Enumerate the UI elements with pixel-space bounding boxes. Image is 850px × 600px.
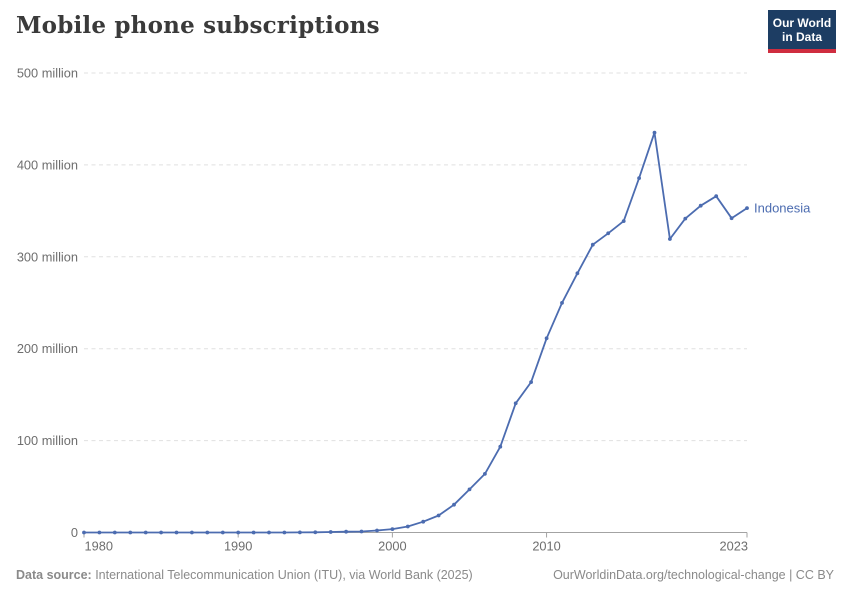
- data-point: [251, 530, 256, 535]
- data-point: [498, 444, 503, 449]
- data-point: [112, 530, 117, 535]
- data-point: [313, 530, 318, 535]
- data-source-label: Data source:: [16, 568, 92, 582]
- data-point: [143, 530, 148, 535]
- data-point: [729, 216, 734, 221]
- x-axis-tick-label: 2023: [720, 539, 748, 554]
- data-point: [436, 513, 441, 518]
- chart-footer: Data source: International Telecommunica…: [16, 568, 834, 582]
- data-point: [205, 530, 210, 535]
- y-axis-tick-label: 0: [71, 525, 78, 540]
- owid-logo[interactable]: Our World in Data: [768, 10, 836, 53]
- data-point: [513, 401, 518, 406]
- data-point: [452, 502, 456, 507]
- data-point: [344, 529, 348, 534]
- data-point: [159, 530, 164, 535]
- data-point: [220, 530, 225, 535]
- data-point: [174, 530, 179, 535]
- data-point: [529, 380, 533, 384]
- data-source-text: International Telecommunication Union (I…: [91, 568, 473, 582]
- data-point: [544, 336, 549, 341]
- data-point: [328, 530, 333, 534]
- license-link[interactable]: OurWorldinData.org/technological-change …: [553, 568, 834, 582]
- data-point: [575, 271, 580, 276]
- data-point: [668, 237, 672, 241]
- y-axis-tick-label: 100 million: [17, 433, 78, 448]
- data-point: [483, 472, 487, 476]
- data-point: [421, 519, 426, 524]
- data-point: [236, 530, 241, 535]
- x-axis-tick-label: 2010: [532, 539, 560, 554]
- data-point: [267, 530, 271, 535]
- data-point: [698, 203, 703, 208]
- data-point: [560, 301, 564, 305]
- data-point: [606, 231, 611, 236]
- data-point: [97, 530, 102, 535]
- data-point: [359, 529, 364, 534]
- x-axis-tick-label: 1990: [224, 539, 252, 554]
- data-point: [745, 206, 749, 211]
- y-axis-tick-label: 200 million: [17, 341, 78, 356]
- data-point: [652, 130, 657, 135]
- data-point: [390, 527, 395, 531]
- data-point: [190, 530, 194, 535]
- x-axis-tick-label: 2000: [378, 539, 406, 554]
- owid-logo-text-line2: in Data: [781, 30, 822, 44]
- data-point: [621, 219, 626, 224]
- data-source-note: Data source: International Telecommunica…: [16, 568, 473, 582]
- data-point: [82, 530, 86, 535]
- data-line-indonesia: [83, 131, 748, 534]
- y-axis-tick-label: 400 million: [17, 157, 78, 172]
- data-point: [714, 194, 719, 199]
- data-point: [282, 530, 287, 535]
- y-axis-tick-label: 300 million: [17, 249, 78, 264]
- data-point: [590, 242, 595, 247]
- data-point: [375, 528, 379, 533]
- x-axis-tick-label: 1980: [85, 539, 113, 554]
- data-point: [405, 524, 410, 529]
- owid-logo-text-line1: Our World: [772, 16, 832, 30]
- data-point: [298, 530, 302, 535]
- entity-label-indonesia: Indonesia: [754, 201, 811, 216]
- data-point: [467, 487, 472, 492]
- data-point: [637, 176, 641, 181]
- y-axis-tick-label: 500 million: [17, 66, 78, 81]
- chart-title: Mobile phone subscriptions: [16, 12, 380, 39]
- data-point: [683, 216, 688, 221]
- data-point: [128, 530, 133, 535]
